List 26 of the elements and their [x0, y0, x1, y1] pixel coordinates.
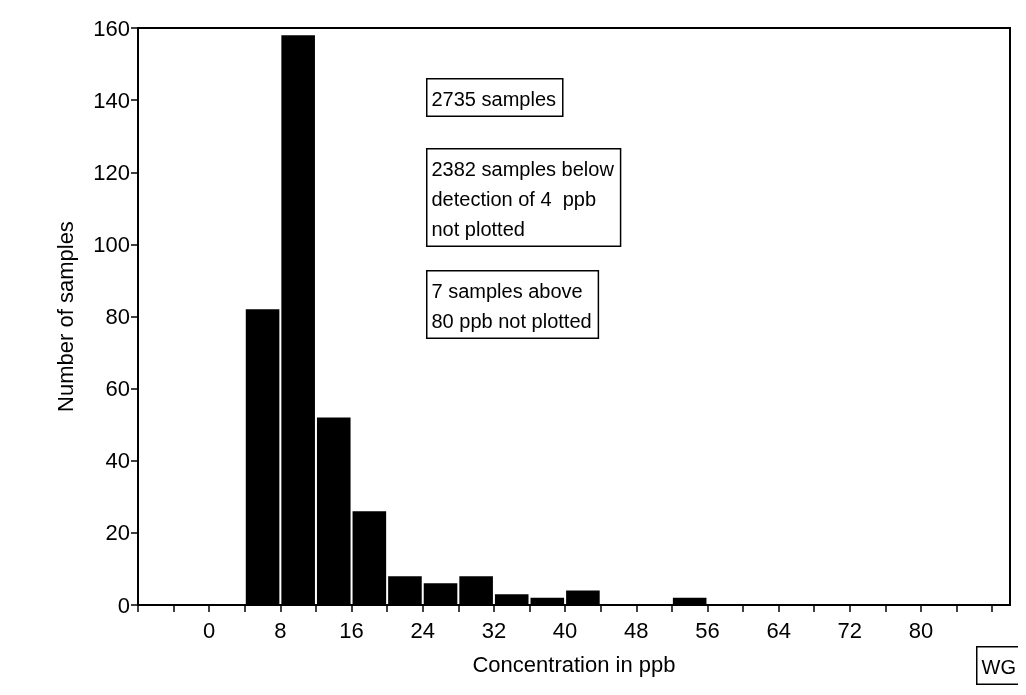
- x-axis-title: Concentration in ppb: [472, 651, 676, 677]
- x-tick-label: 40: [552, 617, 578, 643]
- text: WG: [981, 655, 1016, 678]
- annotation: 7 samples above 80 ppb not plotted: [431, 279, 592, 332]
- y-tick-label: 80: [105, 304, 130, 329]
- y-tick-label: 60: [105, 376, 130, 402]
- x-tick-label: 80: [908, 617, 934, 643]
- x-tick-label: 24: [410, 617, 435, 643]
- y-tick-label: 40: [105, 448, 130, 474]
- annotation: 2735 samples: [431, 87, 557, 110]
- y-tick-label: 120: [93, 159, 130, 185]
- x-tick-label: 48: [624, 617, 649, 643]
- annotation: 2382 samples below detection of 4 ppb not plotted: [431, 157, 615, 240]
- x-tick-label: 0: [203, 617, 216, 643]
- y-axis-title: Number of samples: [52, 221, 78, 412]
- x-tick-label: 16: [339, 617, 364, 643]
- y-tick-label: 100: [93, 231, 130, 257]
- x-tick-label: 72: [837, 617, 863, 643]
- y-tick-label: 140: [93, 87, 130, 113]
- x-tick-label: 56: [695, 617, 720, 643]
- x-tick-label: 64: [766, 617, 791, 643]
- x-tick-label: 8: [274, 617, 287, 643]
- y-tick-label: 160: [93, 15, 130, 41]
- y-tick-label: 0: [117, 592, 130, 618]
- y-tick-label: 20: [105, 520, 130, 546]
- x-tick-label: 32: [481, 617, 507, 643]
